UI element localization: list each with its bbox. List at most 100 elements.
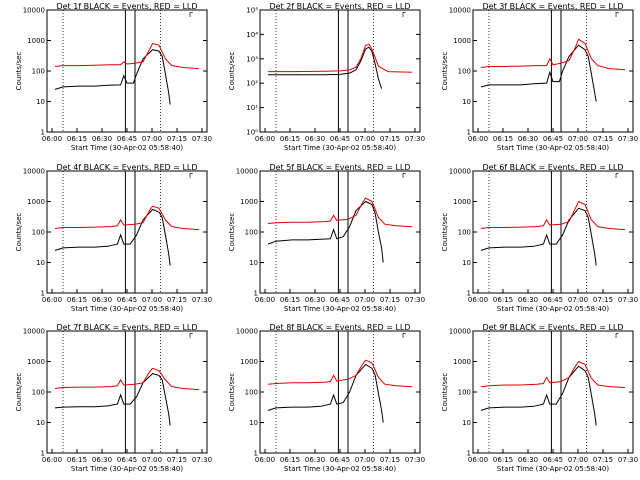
y-tick-label: 1 — [467, 290, 471, 298]
y-tick-label: 10⁰ — [246, 129, 258, 137]
y-tick-label: 10000 — [449, 7, 471, 15]
corner-symbol: Γ — [615, 172, 619, 180]
x-tick-label: 06:15 — [493, 296, 513, 304]
x-tick-label: 06:45 — [543, 296, 563, 304]
y-tick-label: 1 — [41, 290, 45, 298]
x-tick-label: 06:00 — [468, 296, 488, 304]
x-tick-label: 06:15 — [493, 456, 513, 464]
x-tick-label: 07:15 — [380, 456, 400, 464]
plot-frame — [46, 9, 208, 133]
plot-frame — [46, 330, 208, 454]
x-tick-label: 06:30 — [305, 296, 325, 304]
x-tick-label: 06:00 — [42, 296, 62, 304]
x-tick-label: 07:15 — [380, 135, 400, 143]
x-tick-label: 07:00 — [355, 135, 375, 143]
y-tick-label: 10000 — [236, 328, 258, 336]
panel-title: Det 2f BLACK = Events, RED = LLD — [269, 2, 410, 11]
panel-title: Det 9f BLACK = Events, RED = LLD — [482, 323, 623, 332]
x-tick-label: 06:15 — [280, 296, 300, 304]
x-tick-label: 06:45 — [330, 135, 350, 143]
y-axis-label: Counts/sec — [228, 213, 236, 252]
lld-line — [480, 38, 626, 71]
y-tick-label: 10 — [462, 419, 471, 427]
corner-symbol: Γ — [189, 332, 193, 340]
x-axis-label: Start Time (30-Apr-02 05:58:40) — [284, 305, 396, 313]
x-tick-label: 06:45 — [117, 296, 137, 304]
x-tick-label: 07:00 — [568, 456, 588, 464]
lld-line — [54, 205, 200, 231]
x-tick-label: 06:15 — [280, 456, 300, 464]
y-tick-label: 1000 — [453, 198, 471, 206]
panel-title: Det 4f BLACK = Events, RED = LLD — [56, 163, 197, 172]
x-tick-label: 06:00 — [255, 296, 275, 304]
x-tick-label: 06:45 — [543, 135, 563, 143]
y-axis-label: Counts/sec — [441, 373, 449, 412]
panel-title: Det 6f BLACK = Events, RED = LLD — [482, 163, 623, 172]
x-tick-label: 07:30 — [618, 135, 638, 143]
y-tick-label: 1 — [41, 129, 45, 137]
x-tick-label: 07:30 — [405, 296, 425, 304]
x-tick-label: 06:15 — [67, 296, 87, 304]
x-tick-label: 07:15 — [167, 456, 187, 464]
y-axis-label: Counts/sec — [15, 373, 23, 412]
panel-title: Det 1f BLACK = Events, RED = LLD — [56, 2, 197, 11]
y-tick-label: 10 — [462, 259, 471, 267]
lld-line — [54, 42, 200, 70]
x-tick-label: 07:00 — [355, 456, 375, 464]
lld-line — [480, 360, 626, 388]
y-tick-label: 10 — [36, 98, 45, 106]
plot-frame — [46, 170, 208, 294]
x-tick-label: 07:15 — [380, 296, 400, 304]
x-tick-label: 07:30 — [405, 135, 425, 143]
x-tick-label: 06:15 — [280, 135, 300, 143]
y-axis-label: Counts/sec — [15, 213, 23, 252]
events-line — [267, 200, 384, 263]
y-tick-label: 10000 — [23, 168, 45, 176]
y-tick-label: 1000 — [27, 358, 45, 366]
y-tick-label: 10 — [36, 259, 45, 267]
x-tick-label: 07:30 — [618, 456, 638, 464]
x-tick-label: 07:30 — [192, 296, 212, 304]
corner-symbol: Γ — [402, 11, 406, 19]
x-tick-label: 06:00 — [255, 135, 275, 143]
panel-title: Det 3f BLACK = Events, RED = LLD — [482, 2, 623, 11]
x-tick-label: 06:30 — [518, 456, 538, 464]
y-tick-label: 10000 — [236, 168, 258, 176]
y-tick-label: 10² — [246, 80, 258, 88]
plot-frame — [259, 330, 421, 454]
x-axis-label: Start Time (30-Apr-02 05:58:40) — [497, 144, 609, 152]
lld-line — [268, 43, 413, 73]
x-axis-label: Start Time (30-Apr-02 05:58:40) — [497, 305, 609, 313]
y-tick-label: 100 — [32, 68, 45, 76]
y-tick-label: 100 — [458, 68, 471, 76]
corner-symbol: Γ — [189, 172, 193, 180]
x-axis-label: Start Time (30-Apr-02 05:58:40) — [71, 144, 183, 152]
y-tick-label: 1 — [467, 129, 471, 137]
x-tick-label: 06:00 — [255, 456, 275, 464]
events-line — [480, 44, 597, 102]
plot-frame — [472, 170, 634, 294]
y-tick-label: 1 — [41, 450, 45, 458]
x-tick-label: 07:00 — [568, 135, 588, 143]
x-tick-label: 07:15 — [593, 456, 613, 464]
x-axis-label: Start Time (30-Apr-02 05:58:40) — [497, 465, 609, 473]
events-line — [54, 208, 171, 266]
x-tick-label: 06:00 — [42, 135, 62, 143]
x-tick-label: 06:15 — [67, 135, 87, 143]
plot-frame — [472, 330, 634, 454]
y-tick-label: 10000 — [449, 328, 471, 336]
x-tick-label: 07:15 — [593, 135, 613, 143]
lld-line — [267, 197, 413, 228]
lld-line — [54, 367, 200, 391]
x-tick-label: 06:45 — [330, 296, 350, 304]
x-tick-label: 06:30 — [305, 135, 325, 143]
events-line — [268, 46, 383, 89]
y-tick-label: 10 — [36, 419, 45, 427]
lld-line — [267, 359, 413, 388]
